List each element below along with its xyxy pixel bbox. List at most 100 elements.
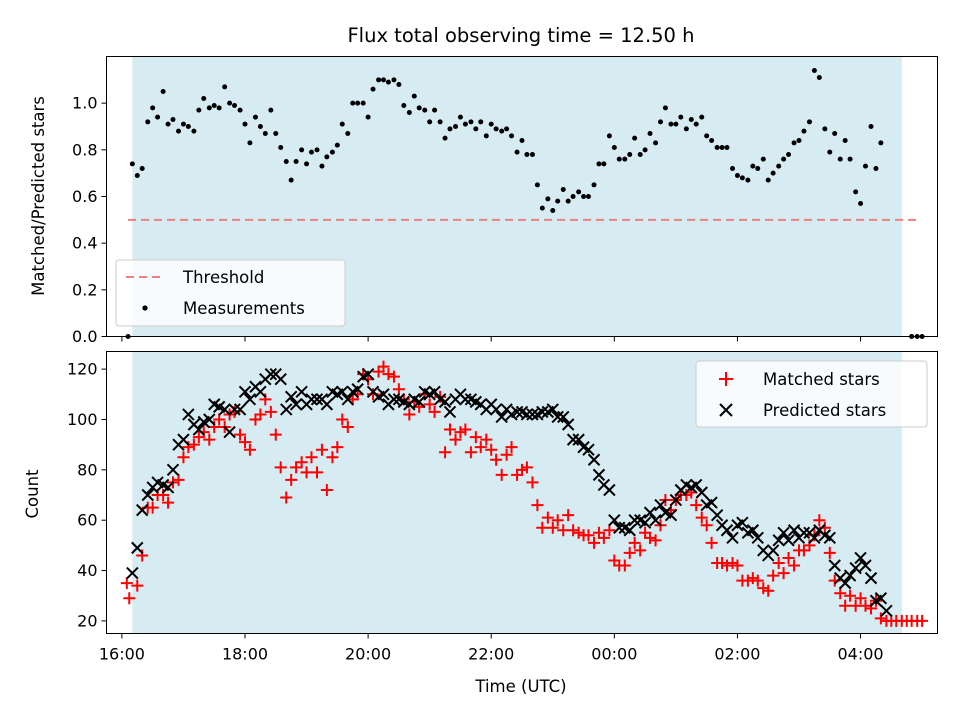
measurement-point (734, 173, 740, 178)
predicted-star-point (289, 398, 303, 411)
matched-star-point (459, 423, 472, 436)
measurement-point (376, 77, 382, 83)
measurement-point (129, 161, 135, 167)
predicted-star-point (566, 433, 580, 446)
x-axis-label: Time (UTC) (474, 677, 566, 696)
matched-star-point (854, 592, 867, 605)
bottom-panel: 20 40 60 80 100 120 16:00 18:00 20:00 22:00 00:00… (23, 351, 938, 696)
measurement-point (345, 131, 351, 136)
predicted-star-point (238, 385, 252, 398)
measurement-point (242, 121, 248, 127)
predicted-star-point (192, 423, 206, 436)
measurement-point (606, 133, 612, 139)
predicted-star-point (280, 403, 293, 416)
measurement-point (206, 105, 212, 111)
measurement-point (145, 119, 151, 125)
top-y-tick-label: 0.6 (72, 187, 97, 206)
matched-star-point (844, 589, 857, 602)
measurement-point (442, 135, 448, 141)
predicted-star-point (510, 405, 524, 419)
measurement-point (278, 145, 284, 150)
predicted-star-point (608, 513, 621, 527)
bottom-y-tick-label: 60 (77, 511, 97, 530)
measurement-point (719, 145, 725, 150)
matched-star-point (403, 408, 416, 421)
predicted-star-point (305, 393, 318, 406)
measurement-point (591, 182, 597, 188)
legend-matched-label: Matched stars (763, 370, 880, 389)
measurement-point (699, 114, 705, 120)
measurement-point (688, 117, 694, 122)
measurement-point (160, 89, 166, 94)
measurement-point (596, 161, 602, 167)
measurement-point (252, 114, 258, 120)
matched-star-point (280, 491, 293, 504)
predicted-star-point (141, 488, 154, 502)
measurement-point (185, 124, 191, 129)
matched-star-point (326, 451, 339, 464)
predicted-star-point (695, 486, 708, 499)
matched-star-point (731, 559, 744, 572)
matched-star-point (203, 433, 216, 446)
x-tick-label: 18:00 (222, 645, 268, 664)
measurement-point (529, 152, 535, 157)
matched-star-point (777, 567, 790, 580)
matched-star-point (146, 501, 159, 514)
matched-star-point (541, 511, 554, 524)
measurement-point (683, 126, 689, 132)
predicted-star-point (638, 516, 652, 529)
matched-star-point (788, 559, 801, 572)
matched-star-point (254, 408, 267, 421)
predicted-star-point (787, 524, 801, 537)
measurement-point (560, 187, 566, 192)
matched-star-point (490, 453, 503, 466)
matched-star-point (839, 599, 852, 612)
matched-star-point (285, 473, 298, 486)
top-y-tick-label: 0.8 (72, 140, 97, 159)
measurement-point (370, 86, 376, 92)
predicted-star-point (561, 418, 575, 431)
measurement-point (237, 107, 243, 113)
measurement-point (570, 194, 576, 199)
predicted-star-point (746, 524, 760, 537)
predicted-star-point (603, 483, 616, 497)
matched-star-point (705, 536, 718, 549)
matched-star-point (341, 421, 354, 434)
measurement-point (616, 156, 622, 162)
predicted-star-point (823, 531, 836, 545)
predicted-star-point (777, 526, 790, 539)
measurement-point (822, 126, 828, 132)
measurement-point (355, 100, 361, 106)
bottom-y-tick-label: 100 (67, 410, 98, 429)
measurement-point (550, 208, 556, 213)
measurement-point (196, 107, 202, 113)
predicted-star-point (766, 544, 780, 557)
legend-threshold-label: Threshold (182, 268, 264, 287)
predicted-star-point (643, 506, 657, 519)
measurement-point (514, 149, 520, 155)
measurement-point (539, 205, 545, 211)
predicted-star-point (849, 561, 862, 575)
measurement-point (139, 166, 145, 171)
matched-star-point (474, 441, 487, 454)
measurement-point (150, 105, 156, 111)
measurement-point (288, 177, 294, 183)
measurement-point (811, 68, 817, 73)
matched-star-point (551, 514, 564, 527)
measurement-point (853, 189, 859, 195)
matched-star-point (120, 577, 133, 590)
top-y-ticks: 0.0 0.2 0.4 0.6 0.8 1.0 (72, 94, 107, 346)
predicted-star-point (710, 508, 724, 522)
matched-star-point (536, 521, 549, 534)
matched-star-point (480, 433, 493, 446)
x-tick-label: 20:00 (345, 645, 391, 664)
matched-star-point (469, 431, 482, 444)
predicted-star-point (587, 453, 601, 466)
measurement-point (473, 126, 479, 132)
bottom-y-ticks: 20 40 60 80 100 120 (67, 360, 107, 630)
measurement-point (858, 201, 864, 206)
predicted-star-point (669, 493, 683, 507)
predicted-star-point (135, 503, 149, 517)
bottom-y-tick-label: 40 (77, 561, 97, 580)
predicted-star-point (336, 385, 349, 398)
